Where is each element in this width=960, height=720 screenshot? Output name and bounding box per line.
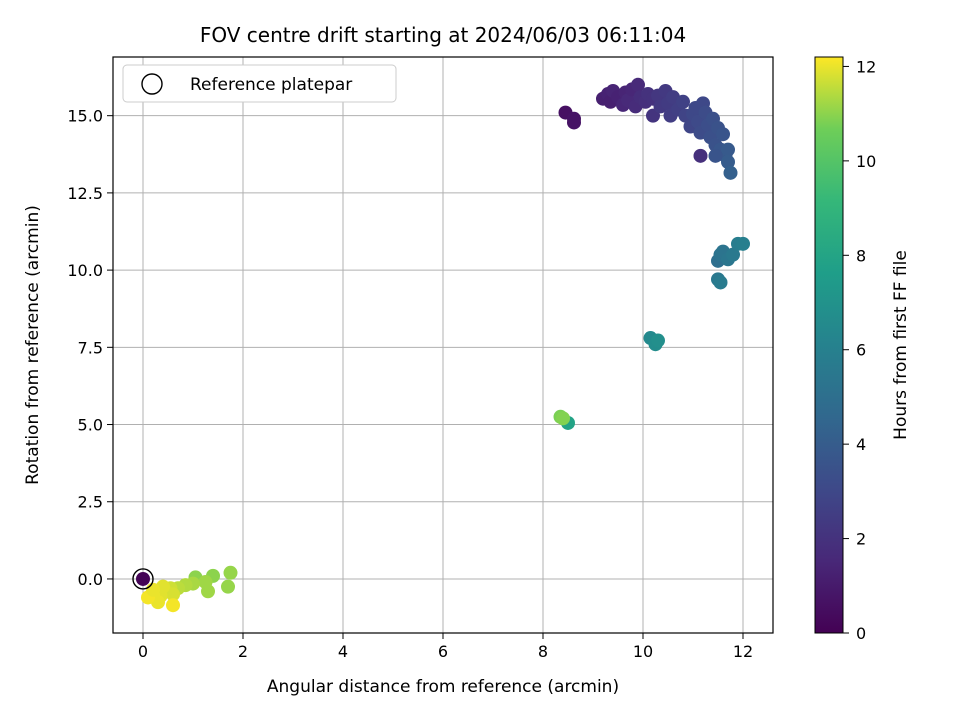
colorbar-tick-label: 0 (856, 624, 866, 643)
legend-box (122, 64, 397, 103)
x-tick-label: 0 (138, 642, 148, 661)
data-point (651, 333, 665, 348)
y-axis-ticks: 0.0 2.5 5.0 7.5 10.0 12.5 15.0 (67, 107, 113, 589)
data-point (693, 148, 708, 163)
data-point (198, 575, 213, 590)
data-point (646, 108, 660, 123)
data-point (708, 148, 723, 163)
chart-title: FOV centre drift starting at 2024/06/03 … (200, 23, 686, 47)
y-tick-label: 0.0 (78, 570, 103, 589)
x-axis-label: Angular distance from reference (arcmin) (267, 677, 619, 697)
data-points (132, 77, 750, 613)
data-point (721, 142, 735, 157)
data-point (567, 115, 581, 130)
y-tick-label: 7.5 (78, 338, 103, 357)
data-point (166, 598, 180, 613)
colorbar-tick-label: 4 (856, 435, 866, 454)
x-tick-label: 4 (338, 642, 348, 661)
grid (113, 57, 773, 633)
x-tick-label: 10 (633, 642, 653, 661)
y-tick-label: 15.0 (67, 107, 103, 126)
colorbar-tick-label: 12 (856, 57, 876, 76)
y-axis-label: Rotation from reference (arcmin) (23, 205, 43, 485)
x-tick-label: 12 (733, 642, 753, 661)
data-point (136, 571, 150, 586)
y-tick-label: 5.0 (78, 416, 103, 435)
data-point (676, 94, 690, 109)
x-tick-label: 8 (538, 642, 548, 661)
data-point (721, 155, 735, 170)
colorbar-tick-label: 2 (856, 530, 866, 549)
colorbar-tick-label: 8 (856, 246, 866, 265)
data-point (723, 165, 738, 180)
data-point (556, 411, 570, 426)
colorbar-gradient (814, 56, 844, 634)
colorbar: 0 2 4 6 8 10 12 Hours from first FF file (814, 56, 911, 643)
x-tick-label: 2 (238, 642, 248, 661)
y-tick-label: 2.5 (78, 493, 103, 512)
legend: Reference platepar (122, 64, 397, 103)
colorbar-ticks: 0 2 4 6 8 10 12 (843, 57, 876, 643)
colorbar-label: Hours from first FF file (891, 250, 911, 440)
data-point (716, 127, 730, 142)
legend-entry-reference: Reference platepar (190, 75, 352, 95)
x-axis-ticks: 0 2 4 6 8 10 12 (138, 633, 753, 661)
colorbar-tick-label: 6 (856, 341, 866, 360)
legend-marker (141, 73, 163, 95)
data-point (146, 582, 160, 597)
data-point (726, 247, 740, 262)
y-tick-label: 12.5 (67, 184, 103, 203)
data-point (713, 275, 728, 290)
y-tick-label: 10.0 (67, 261, 103, 280)
data-point (221, 579, 235, 594)
data-point (223, 565, 238, 580)
x-tick-label: 6 (438, 642, 448, 661)
data-point (631, 77, 645, 92)
data-point (736, 236, 750, 251)
colorbar-tick-label: 10 (856, 152, 876, 171)
reference-platepar-marker (132, 568, 154, 590)
